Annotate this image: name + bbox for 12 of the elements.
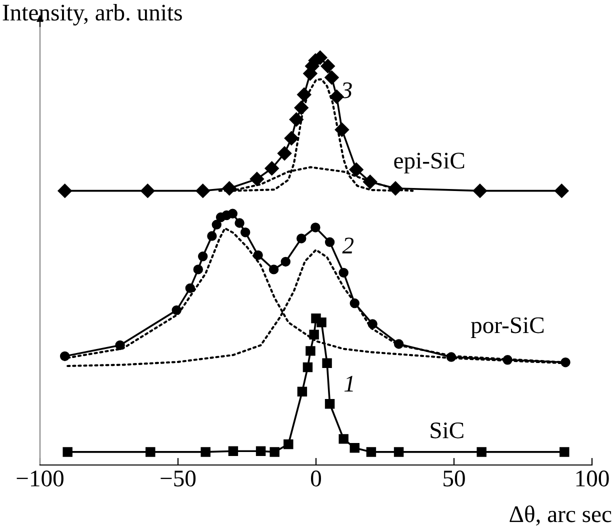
x-tick-label: 50 <box>444 470 465 486</box>
annotation: por-SiC <box>470 317 544 338</box>
y-axis-title: Intensity, arb. units <box>2 4 182 26</box>
series-label: 2 <box>342 238 354 254</box>
x-tick-label: −50 <box>160 470 196 486</box>
x-axis-title: Δθ, arc sec <box>510 505 612 526</box>
series-label: 1 <box>344 376 353 392</box>
annotation: epi-SiC <box>394 152 464 174</box>
annotation: SiC <box>430 422 464 438</box>
x-tick-label: −100 <box>16 470 64 486</box>
x-tick-label: 0 <box>310 470 322 486</box>
x-tick-label: 100 <box>576 470 609 486</box>
